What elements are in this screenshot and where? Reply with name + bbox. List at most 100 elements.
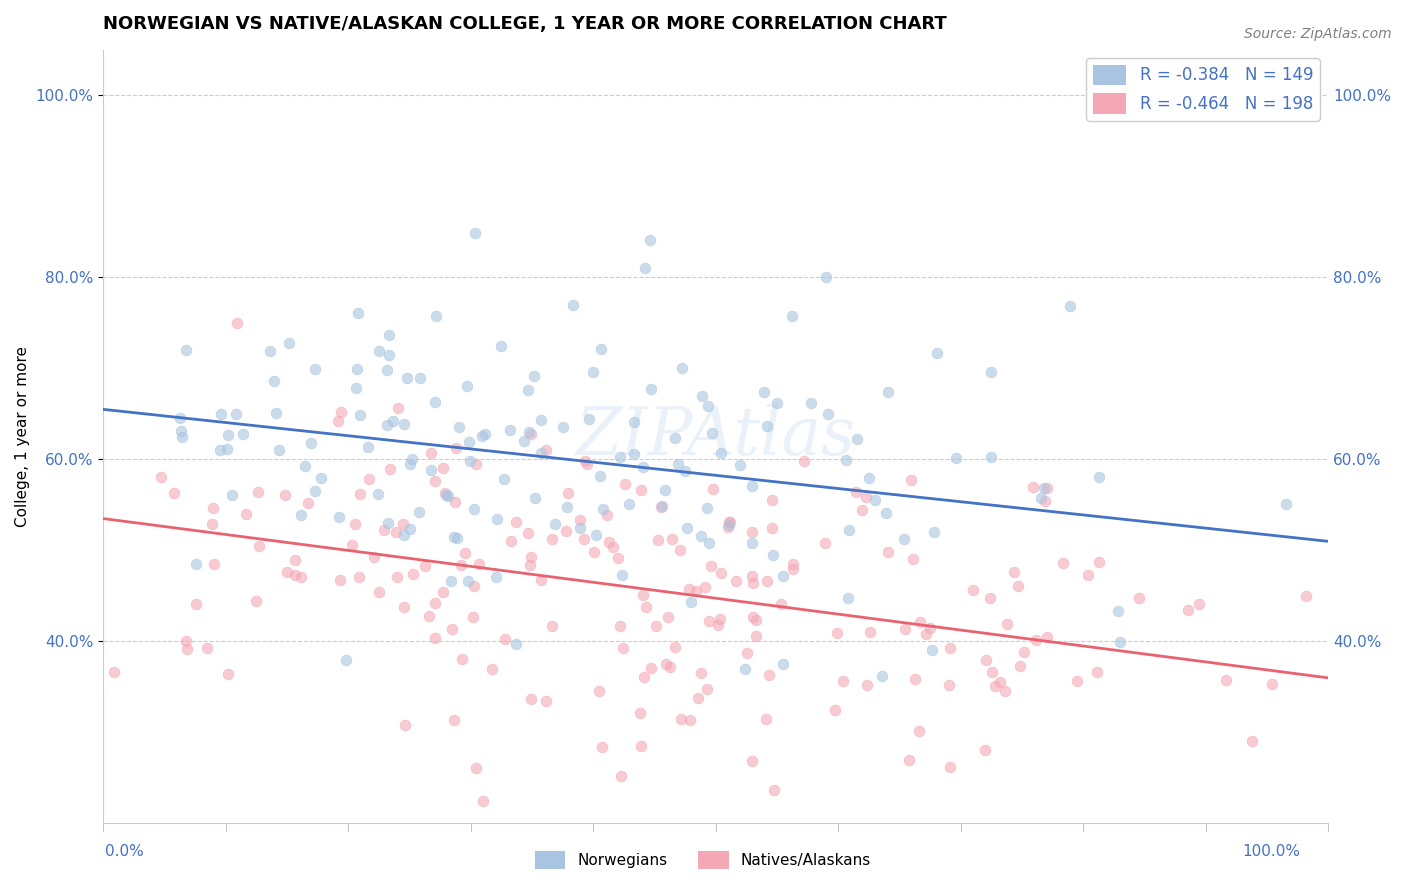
Point — [444, 441, 467, 455]
Point — [1035, 481, 1057, 495]
Point — [690, 389, 713, 403]
Point — [718, 515, 741, 529]
Point — [471, 429, 494, 443]
Point — [640, 233, 662, 247]
Point — [742, 609, 765, 624]
Point — [592, 502, 614, 516]
Point — [1007, 579, 1029, 593]
Point — [756, 574, 779, 589]
Point — [697, 614, 720, 628]
Point — [980, 450, 1002, 464]
Point — [294, 458, 316, 473]
Point — [858, 471, 880, 485]
Point — [855, 490, 877, 504]
Point — [741, 536, 763, 550]
Point — [375, 363, 398, 377]
Point — [423, 474, 446, 488]
Point — [734, 662, 756, 676]
Point — [710, 446, 733, 460]
Point — [690, 666, 713, 681]
Point — [519, 558, 541, 572]
Point — [995, 616, 1018, 631]
Point — [728, 458, 751, 472]
Point — [375, 417, 398, 432]
Point — [461, 610, 484, 624]
Point — [290, 570, 312, 584]
Point — [772, 569, 794, 583]
Point — [197, 641, 219, 656]
Point — [284, 567, 307, 582]
Point — [1002, 565, 1025, 579]
Point — [633, 670, 655, 684]
Point — [299, 435, 322, 450]
Point — [697, 399, 720, 413]
Point — [1109, 635, 1132, 649]
Point — [837, 591, 859, 605]
Point — [898, 753, 921, 767]
Point — [460, 454, 482, 468]
Point — [717, 520, 740, 534]
Point — [856, 678, 879, 692]
Point — [568, 521, 591, 535]
Point — [432, 460, 454, 475]
Point — [925, 346, 948, 360]
Point — [226, 316, 249, 330]
Point — [495, 632, 517, 647]
Point — [519, 426, 541, 441]
Point — [1088, 555, 1111, 569]
Point — [443, 714, 465, 728]
Point — [1012, 645, 1035, 659]
Point — [1177, 602, 1199, 616]
Point — [465, 761, 488, 775]
Point — [363, 549, 385, 564]
Point — [591, 739, 613, 754]
Point — [845, 484, 868, 499]
Point — [392, 528, 415, 542]
Point — [915, 626, 938, 640]
Point — [347, 570, 370, 584]
Point — [938, 678, 960, 692]
Point — [474, 426, 496, 441]
Point — [1029, 491, 1052, 505]
Point — [150, 469, 173, 483]
Point — [742, 576, 765, 591]
Point — [267, 443, 290, 458]
Point — [517, 383, 540, 397]
Point — [645, 619, 668, 633]
Point — [980, 365, 1002, 379]
Point — [628, 706, 651, 720]
Point — [772, 657, 794, 671]
Point — [654, 483, 676, 498]
Point — [707, 618, 730, 632]
Point — [468, 558, 491, 572]
Point — [401, 567, 423, 582]
Point — [756, 418, 779, 433]
Point — [561, 298, 583, 312]
Point — [329, 574, 352, 588]
Point — [346, 362, 368, 376]
Point — [863, 492, 886, 507]
Point — [780, 309, 803, 323]
Point — [447, 420, 470, 434]
Point — [745, 629, 768, 643]
Point — [859, 625, 882, 640]
Point — [246, 485, 269, 500]
Point — [651, 499, 673, 513]
Point — [259, 343, 281, 358]
Point — [741, 525, 763, 540]
Point — [609, 450, 631, 465]
Legend: R = -0.384   N = 149, R = -0.464   N = 198: R = -0.384 N = 149, R = -0.464 N = 198 — [1087, 58, 1320, 120]
Text: 100.0%: 100.0% — [1243, 845, 1301, 859]
Point — [465, 457, 488, 471]
Point — [378, 327, 401, 342]
Text: Source: ZipAtlas.com: Source: ZipAtlas.com — [1244, 27, 1392, 41]
Point — [540, 619, 562, 633]
Point — [297, 496, 319, 510]
Point — [1022, 480, 1045, 494]
Point — [174, 634, 197, 648]
Point — [489, 338, 512, 352]
Point — [939, 641, 962, 656]
Point — [676, 521, 699, 535]
Point — [875, 506, 897, 520]
Point — [551, 420, 574, 434]
